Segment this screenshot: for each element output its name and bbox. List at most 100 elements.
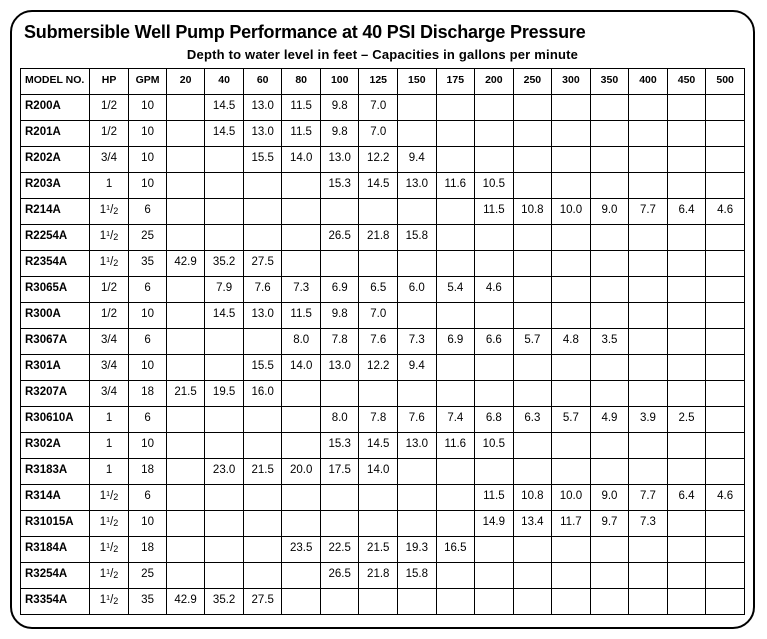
- cell-value: 14.9: [475, 511, 514, 537]
- cell-value: 15.3: [320, 173, 359, 199]
- cell-value: [475, 355, 514, 381]
- cell-gpm: 6: [129, 277, 167, 303]
- cell-hp: 3/4: [89, 329, 129, 355]
- cell-value: [205, 537, 244, 563]
- cell-gpm: 6: [129, 485, 167, 511]
- cell-value: 22.5: [320, 537, 359, 563]
- cell-value: [166, 433, 205, 459]
- cell-value: [667, 537, 706, 563]
- cell-value: [359, 199, 398, 225]
- cell-value: [282, 433, 321, 459]
- cell-model: R3254A: [21, 563, 90, 589]
- col-depth: 300: [552, 69, 591, 95]
- cell-hp: 1/2: [89, 121, 129, 147]
- cell-value: 19.5: [205, 381, 244, 407]
- cell-value: [667, 563, 706, 589]
- cell-value: [667, 329, 706, 355]
- col-depth: 200: [475, 69, 514, 95]
- cell-hp: 3/4: [89, 147, 129, 173]
- cell-hp: 11/2: [89, 511, 129, 537]
- table-body: R200A1/21014.513.011.59.87.0R201A1/21014…: [21, 95, 745, 615]
- table-row: R3183A11823.021.520.017.514.0: [21, 459, 745, 485]
- cell-value: [706, 329, 745, 355]
- cell-value: [243, 199, 282, 225]
- cell-value: [166, 511, 205, 537]
- cell-value: [166, 147, 205, 173]
- cell-gpm: 18: [129, 459, 167, 485]
- cell-value: 6.4: [667, 485, 706, 511]
- cell-value: [667, 173, 706, 199]
- cell-value: [629, 121, 668, 147]
- cell-value: [629, 381, 668, 407]
- cell-value: 10.5: [475, 433, 514, 459]
- cell-value: 10.8: [513, 485, 552, 511]
- cell-hp: 11/2: [89, 485, 129, 511]
- cell-value: [629, 355, 668, 381]
- cell-value: 16.5: [436, 537, 475, 563]
- cell-value: [475, 225, 514, 251]
- cell-value: [243, 511, 282, 537]
- cell-value: [282, 563, 321, 589]
- cell-gpm: 18: [129, 381, 167, 407]
- cell-value: [166, 173, 205, 199]
- cell-value: 14.5: [205, 95, 244, 121]
- cell-value: 13.0: [243, 95, 282, 121]
- col-hp: HP: [89, 69, 129, 95]
- cell-model: R3065A: [21, 277, 90, 303]
- table-row: R2354A11/23542.935.227.5: [21, 251, 745, 277]
- cell-value: [590, 121, 629, 147]
- cell-value: [667, 277, 706, 303]
- cell-value: 14.5: [359, 433, 398, 459]
- cell-value: 14.5: [359, 173, 398, 199]
- cell-value: [359, 511, 398, 537]
- cell-gpm: 10: [129, 355, 167, 381]
- cell-value: [166, 459, 205, 485]
- cell-value: [513, 225, 552, 251]
- cell-value: [590, 95, 629, 121]
- cell-value: [436, 485, 475, 511]
- cell-gpm: 10: [129, 511, 167, 537]
- cell-hp: 1/2: [89, 95, 129, 121]
- cell-value: [243, 225, 282, 251]
- cell-value: 7.9: [205, 277, 244, 303]
- cell-value: [590, 459, 629, 485]
- cell-value: [706, 511, 745, 537]
- cell-value: [706, 303, 745, 329]
- cell-value: 7.3: [629, 511, 668, 537]
- cell-value: 35.2: [205, 251, 244, 277]
- cell-value: 14.0: [282, 355, 321, 381]
- cell-value: [166, 303, 205, 329]
- cell-model: R3184A: [21, 537, 90, 563]
- cell-value: 11.7: [552, 511, 591, 537]
- cell-value: 14.0: [359, 459, 398, 485]
- cell-value: [667, 433, 706, 459]
- cell-value: [629, 459, 668, 485]
- table-row: R314A11/2611.510.810.09.07.76.44.6: [21, 485, 745, 511]
- cell-value: 14.5: [205, 121, 244, 147]
- cell-model: R30610A: [21, 407, 90, 433]
- cell-value: [436, 589, 475, 615]
- cell-value: [205, 511, 244, 537]
- cell-value: [475, 537, 514, 563]
- cell-value: [706, 225, 745, 251]
- cell-value: 4.9: [590, 407, 629, 433]
- cell-value: 7.7: [629, 485, 668, 511]
- cell-value: 16.0: [243, 381, 282, 407]
- cell-hp: 11/2: [89, 251, 129, 277]
- cell-value: [243, 537, 282, 563]
- cell-value: 7.0: [359, 303, 398, 329]
- cell-value: [243, 433, 282, 459]
- col-depth: 20: [166, 69, 205, 95]
- col-depth: 500: [706, 69, 745, 95]
- col-depth: 150: [398, 69, 437, 95]
- cell-value: [667, 355, 706, 381]
- cell-value: 11.5: [475, 485, 514, 511]
- cell-value: [436, 147, 475, 173]
- cell-model: R2254A: [21, 225, 90, 251]
- cell-model: R302A: [21, 433, 90, 459]
- cell-value: 42.9: [166, 589, 205, 615]
- cell-value: [398, 199, 437, 225]
- cell-value: [590, 563, 629, 589]
- cell-value: 11.5: [475, 199, 514, 225]
- cell-value: 9.0: [590, 199, 629, 225]
